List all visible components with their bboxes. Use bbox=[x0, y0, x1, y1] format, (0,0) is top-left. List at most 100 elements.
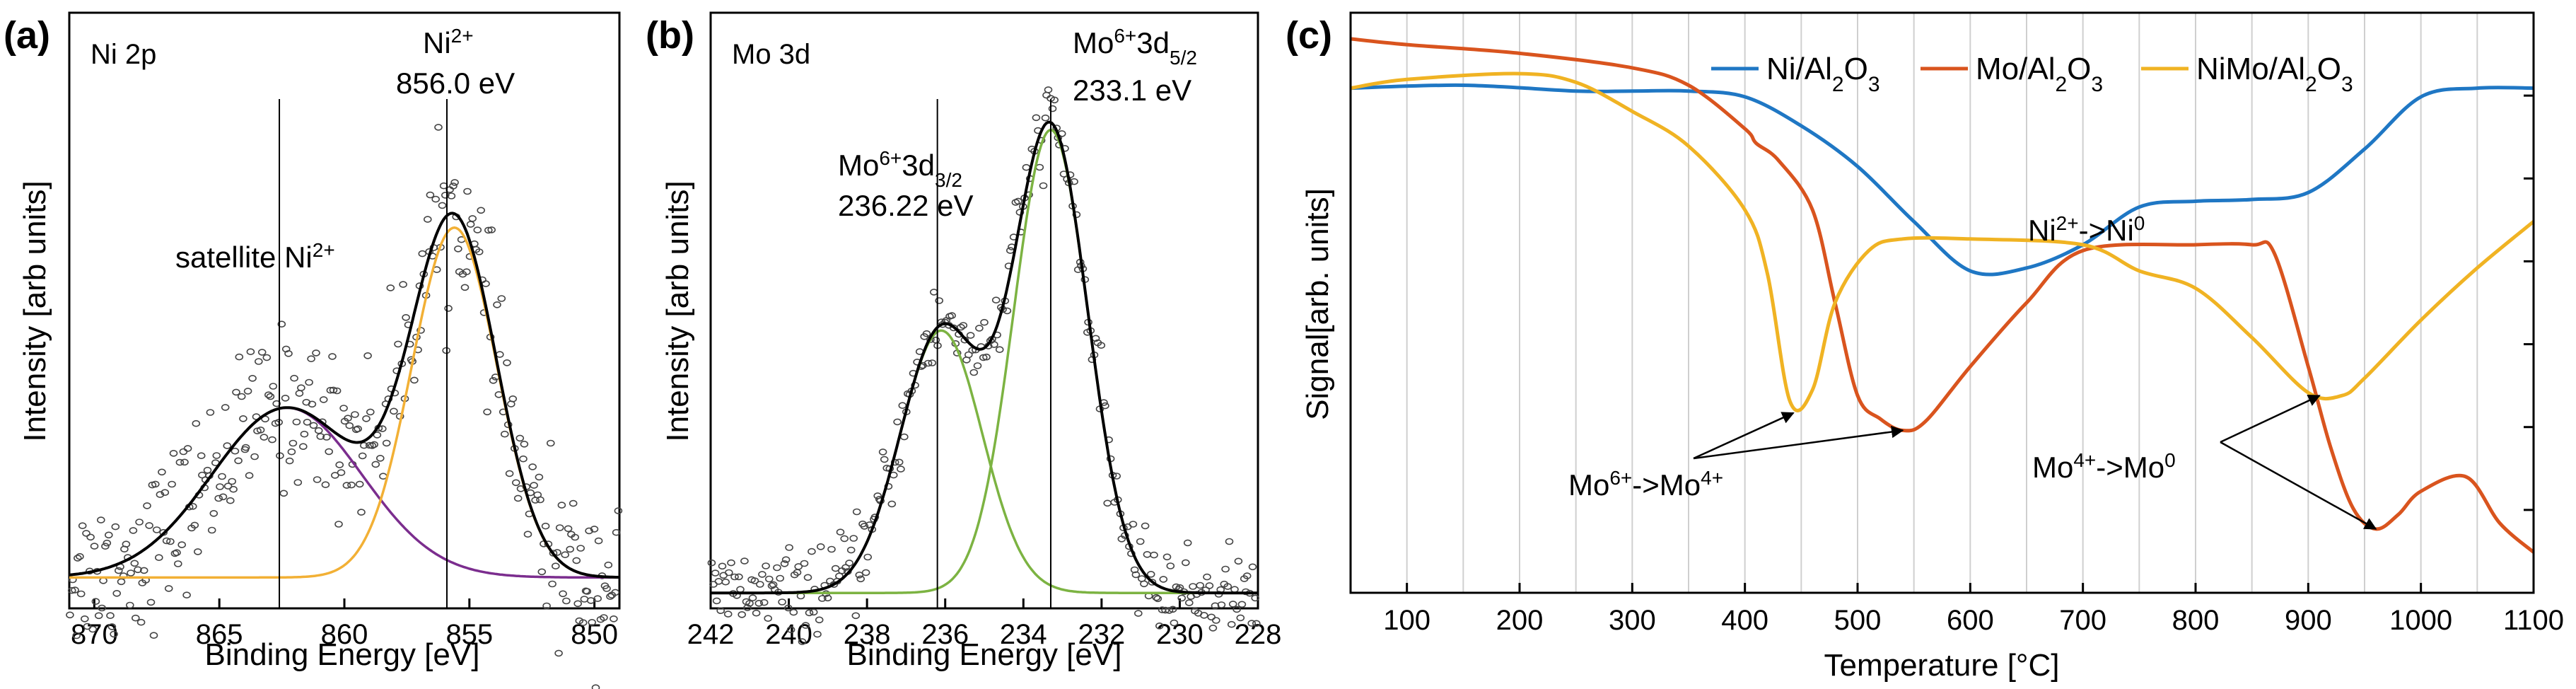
raw-data-point bbox=[1136, 538, 1145, 545]
raw-data-point bbox=[600, 614, 608, 621]
raw-data-point bbox=[206, 409, 215, 416]
raw-data-point bbox=[721, 578, 730, 586]
raw-data-point bbox=[1200, 611, 1208, 619]
raw-data-point bbox=[750, 577, 759, 584]
raw-data-point bbox=[727, 559, 735, 567]
component-peak bbox=[711, 329, 1258, 594]
raw-data-point bbox=[1185, 599, 1194, 606]
raw-data-point bbox=[856, 575, 865, 583]
raw-data-point bbox=[964, 351, 973, 359]
raw-data-point bbox=[66, 611, 74, 619]
raw-data-point bbox=[1196, 581, 1204, 589]
raw-data-point bbox=[272, 400, 281, 407]
raw-data-point bbox=[923, 359, 933, 367]
raw-data-point bbox=[477, 207, 486, 214]
raw-data-point bbox=[209, 509, 218, 517]
raw-data-point bbox=[852, 508, 861, 516]
raw-data-point bbox=[836, 528, 845, 536]
raw-data-point bbox=[569, 499, 578, 507]
raw-data-point bbox=[298, 443, 308, 451]
panel-b: (b) 242 240 238 236 234 232 230 228 Mo 3d Mo6+3… bbox=[646, 11, 1281, 672]
raw-data-point bbox=[82, 530, 91, 537]
panel-a-label: (a) bbox=[4, 14, 50, 57]
raw-data-point bbox=[612, 528, 621, 536]
raw-data-point bbox=[878, 448, 887, 456]
raw-data-point bbox=[126, 601, 134, 609]
raw-data-point bbox=[566, 545, 575, 553]
raw-data-point bbox=[1006, 247, 1015, 254]
panel-a-x-label: Binding Energy [eV] bbox=[205, 637, 480, 672]
raw-data-point bbox=[117, 578, 126, 586]
raw-data-point bbox=[846, 546, 856, 554]
raw-data-point bbox=[712, 597, 721, 605]
raw-data-point bbox=[266, 393, 275, 400]
raw-data-point bbox=[264, 391, 273, 399]
x-tick-label: 1000 bbox=[2389, 605, 2452, 636]
raw-data-point bbox=[497, 295, 506, 302]
fit-envelope bbox=[711, 120, 1258, 595]
raw-data-point bbox=[1168, 606, 1177, 613]
raw-data-point bbox=[614, 507, 623, 514]
raw-data-point bbox=[711, 569, 720, 577]
raw-data-point bbox=[786, 626, 795, 634]
x-tick-label: 238 bbox=[844, 619, 891, 650]
raw-data-point bbox=[745, 600, 754, 607]
raw-data-point bbox=[513, 494, 523, 502]
panel-c-plot bbox=[1350, 37, 2535, 554]
raw-data-point bbox=[177, 541, 187, 548]
raw-data-point bbox=[762, 562, 770, 569]
panel-a-y-label: Intensity [arb units] bbox=[18, 180, 52, 441]
panel-c-y-label: Signal[arb. units] bbox=[1300, 188, 1335, 420]
x-tick-label: 860 bbox=[321, 619, 368, 650]
raw-data-point bbox=[473, 226, 482, 233]
annotation-ni-reduction: Ni2+->Ni0 bbox=[2028, 212, 2145, 248]
raw-data-point bbox=[103, 539, 112, 547]
raw-data-point bbox=[72, 632, 81, 639]
raw-data-point bbox=[1230, 586, 1239, 594]
raw-data-point bbox=[394, 340, 402, 348]
raw-data-point bbox=[1041, 114, 1050, 122]
raw-data-point bbox=[1212, 617, 1220, 624]
x-tick-label: 230 bbox=[1156, 619, 1204, 650]
raw-data-point bbox=[845, 560, 853, 567]
raw-data-point bbox=[551, 562, 560, 570]
raw-data-point bbox=[151, 480, 160, 488]
x-tick-label: 242 bbox=[687, 619, 735, 650]
raw-data-point bbox=[332, 387, 342, 395]
raw-data-point bbox=[321, 481, 330, 489]
raw-data-point bbox=[203, 466, 212, 474]
raw-data-point bbox=[1153, 595, 1162, 603]
component-peak bbox=[711, 129, 1258, 594]
raw-data-point bbox=[1103, 499, 1112, 507]
raw-data-point bbox=[139, 567, 148, 574]
raw-data-point bbox=[122, 540, 131, 548]
raw-data-point bbox=[555, 524, 564, 531]
raw-data-point bbox=[1208, 624, 1218, 632]
raw-data-point bbox=[580, 596, 589, 603]
panel-a: (a) 870 865 860 855 850 Ni 2p satellite Ni2+… bbox=[4, 11, 623, 689]
panel-c: (c) 100 200 300 400 500 600 700 800 900 1000 1100 … bbox=[1286, 11, 2564, 683]
raw-data-point bbox=[314, 427, 323, 434]
raw-data-point bbox=[287, 448, 296, 456]
annotation-ni-energy: 856.0 eV bbox=[396, 66, 515, 100]
annotation-arrow bbox=[1693, 412, 1795, 460]
raw-data-point bbox=[716, 607, 725, 615]
raw-data-point bbox=[127, 569, 135, 577]
raw-data-point bbox=[784, 604, 793, 612]
raw-data-point bbox=[243, 388, 252, 395]
raw-data-point bbox=[815, 616, 824, 624]
raw-data-point bbox=[241, 444, 250, 451]
raw-data-point bbox=[418, 250, 427, 257]
raw-data-point bbox=[1237, 601, 1247, 608]
raw-data-point bbox=[237, 393, 246, 400]
raw-data-point bbox=[573, 600, 583, 608]
raw-data-point bbox=[982, 353, 991, 361]
x-tick-label: 800 bbox=[2172, 605, 2220, 636]
raw-data-point bbox=[399, 281, 407, 288]
raw-data-point bbox=[813, 630, 822, 638]
raw-data-point bbox=[585, 527, 593, 535]
raw-data-point bbox=[860, 523, 869, 530]
raw-data-point bbox=[714, 577, 723, 585]
component-peak bbox=[69, 406, 620, 579]
